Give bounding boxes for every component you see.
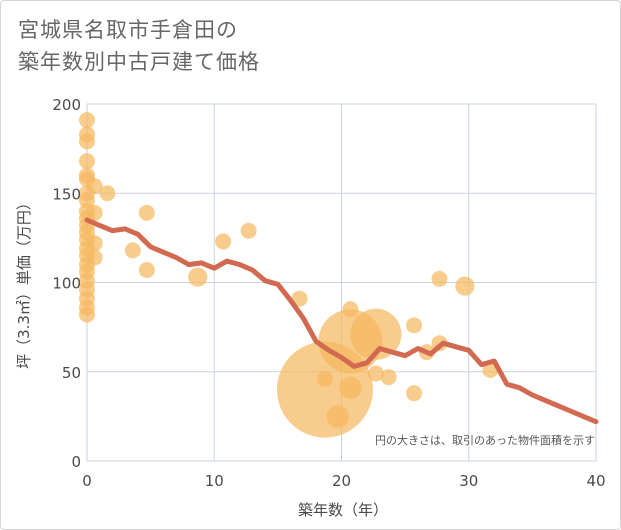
bubble-point	[240, 222, 257, 239]
x-tick-label: 0	[82, 472, 92, 490]
bubble-point	[99, 185, 116, 202]
bubble-point	[86, 204, 103, 221]
bubble-point	[215, 233, 232, 250]
x-tick-label: 40	[586, 472, 605, 490]
y-tick-label: 200	[52, 96, 81, 114]
bubble-point	[79, 306, 95, 323]
x-axis-label: 築年数（年）	[298, 501, 388, 519]
bubble-point	[79, 133, 95, 150]
x-tick-label: 30	[459, 472, 478, 490]
bubble-point	[350, 308, 402, 360]
bubble-size-note: 円の大きさは、取引のあった物件面積を示す	[375, 433, 595, 447]
chart-title-line-2: 築年数別中古戸建て価格	[18, 50, 260, 74]
bubble-point	[406, 385, 423, 402]
x-tick-label: 20	[332, 472, 351, 490]
bubble-series	[79, 112, 499, 438]
bubble-point	[86, 235, 103, 252]
bubble-point	[138, 262, 155, 279]
bubble-point	[79, 112, 95, 129]
bubble-point	[380, 369, 397, 386]
bubble-point	[326, 405, 349, 428]
bubble-point	[291, 290, 308, 307]
y-tick-label: 100	[52, 275, 81, 293]
bubble-point	[431, 270, 448, 287]
bubble-point	[316, 370, 333, 387]
bubble-point	[86, 249, 103, 266]
chart-title: 宮城県名取市手倉田の 築年数別中古戸建て価格	[18, 14, 260, 78]
trend-line-series	[84, 217, 599, 425]
axis-ticks: 0 10 20 30 40 0 50 100 150 200	[52, 96, 605, 490]
bubble-point	[367, 365, 384, 382]
bubble-point	[124, 242, 141, 259]
x-tick-label: 10	[205, 472, 224, 490]
bubble-point	[406, 317, 423, 334]
trend-line	[84, 217, 599, 425]
bubble-point	[339, 376, 362, 400]
y-axis-label: 坪（3.3㎡）単価（万円）	[15, 195, 33, 369]
bubble-point	[138, 204, 155, 221]
chart-title-line-1: 宮城県名取市手倉田の	[18, 18, 238, 42]
bubble-point	[188, 267, 208, 287]
y-tick-label: 50	[62, 364, 81, 382]
bubble-point	[79, 153, 95, 170]
bubble-point	[86, 178, 103, 195]
bubble-point	[455, 276, 475, 296]
y-tick-label: 0	[71, 453, 81, 471]
y-tick-label: 150	[52, 185, 81, 203]
